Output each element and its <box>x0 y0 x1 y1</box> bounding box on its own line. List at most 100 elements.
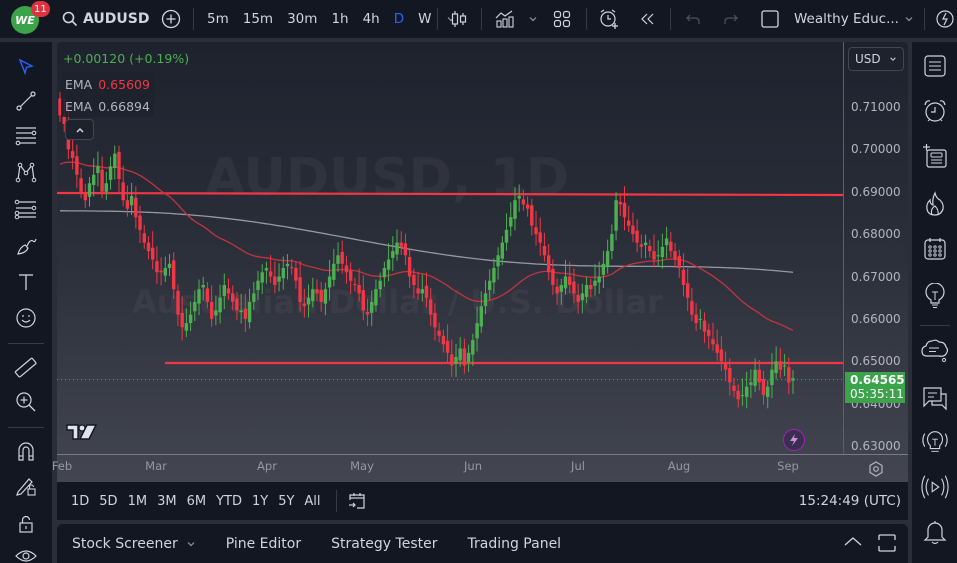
price-tick: 0.67000 <box>851 270 901 284</box>
range-5y[interactable]: 5Y <box>278 493 295 509</box>
chevron-down-icon <box>529 17 537 22</box>
range-1d[interactable]: 1D <box>71 493 90 509</box>
indicators-button[interactable] <box>493 0 517 38</box>
range-all[interactable]: All <box>304 493 321 509</box>
logo-text: WE <box>15 13 35 27</box>
search-icon <box>62 11 78 27</box>
interval-1h[interactable]: 1h <box>331 11 349 27</box>
cursor-tool[interactable] <box>14 55 38 79</box>
interval-30m[interactable]: 30m <box>287 11 318 27</box>
ema-slow-value: 0.66894 <box>98 98 150 114</box>
layout-name-button[interactable]: Wealthy Educ... <box>794 0 899 38</box>
bar-countdown: 05:35:11 <box>850 387 904 401</box>
bottom-panel-tabs: Stock Screener Pine Editor Strategy Test… <box>57 524 908 563</box>
pattern-tool[interactable] <box>14 160 38 184</box>
go-to-date-button[interactable] <box>347 491 367 511</box>
object-tree-button[interactable] <box>921 142 949 170</box>
collapse-legend-button[interactable] <box>65 119 94 140</box>
price-tick: 0.66000 <box>851 312 901 326</box>
zoom-in-tool[interactable] <box>14 390 38 414</box>
divider <box>924 8 925 30</box>
maximize-icon <box>878 534 896 552</box>
measure-tool[interactable] <box>14 356 38 380</box>
lock-drawings-button[interactable] <box>14 474 38 498</box>
divider <box>193 8 194 30</box>
trend-line-tool[interactable] <box>14 89 38 113</box>
emoji-tool[interactable] <box>14 306 38 330</box>
magnet-mode-button[interactable] <box>14 439 38 463</box>
ema-fast-legend[interactable]: EMA 0.65609 <box>61 73 154 95</box>
range-6m[interactable]: 6M <box>186 493 207 509</box>
range-1m[interactable]: 1M <box>127 493 148 509</box>
create-alert-button[interactable] <box>597 0 621 38</box>
interval-1d[interactable]: D <box>393 11 405 27</box>
time-axis[interactable] <box>57 454 908 482</box>
watchlist-button[interactable] <box>921 52 949 80</box>
hotlists-button[interactable] <box>921 190 949 218</box>
maximize-panel-button[interactable] <box>877 533 897 553</box>
ema-slow-legend[interactable]: EMA 0.66894 <box>61 95 154 117</box>
expand-panel-button[interactable] <box>843 534 863 548</box>
tab-stock-screener[interactable]: Stock Screener <box>57 536 211 552</box>
notifications-button[interactable] <box>921 518 949 546</box>
brush-icon <box>17 238 37 255</box>
quick-search-button[interactable] <box>932 0 957 38</box>
text-tool[interactable] <box>14 270 38 294</box>
bar-replay-button[interactable] <box>637 0 659 38</box>
live-play-icon <box>921 475 949 499</box>
range-5d[interactable]: 5D <box>99 493 118 509</box>
chart-pane[interactable] <box>57 42 908 482</box>
time-label: Jul <box>571 459 585 473</box>
horizontal-lines-tool[interactable] <box>14 124 38 148</box>
time-label: Feb <box>51 459 73 473</box>
ruler-icon <box>14 357 37 378</box>
lock-all-button[interactable] <box>14 512 38 536</box>
live-button[interactable] <box>921 473 949 501</box>
quick-actions-button[interactable] <box>783 429 805 451</box>
indicators-dropdown[interactable] <box>527 0 539 38</box>
tab-pine-editor[interactable]: Pine Editor <box>225 535 302 552</box>
tab-trading-panel[interactable]: Trading Panel <box>467 535 562 552</box>
interval-5m[interactable]: 5m <box>207 11 229 27</box>
range-ytd[interactable]: YTD <box>216 493 242 509</box>
alerts-button[interactable] <box>921 97 949 125</box>
layout-sync-checkbox[interactable] <box>760 0 780 38</box>
replay-icon <box>641 13 654 25</box>
alarm-clock-icon <box>924 100 946 122</box>
layout-menu-dropdown[interactable] <box>902 0 916 38</box>
currency-selector[interactable]: USD <box>848 47 904 71</box>
streams-button[interactable] <box>921 428 949 456</box>
compare-symbol-button[interactable] <box>160 0 182 38</box>
price-tick: 0.71000 <box>851 100 901 114</box>
divider <box>586 8 587 30</box>
layouts-button[interactable] <box>551 0 573 38</box>
tab-strategy-tester[interactable]: Strategy Tester <box>331 535 438 552</box>
lightning-icon <box>790 434 798 446</box>
candles-icon <box>451 11 467 27</box>
undo-button[interactable] <box>683 0 703 38</box>
interval-15m[interactable]: 15m <box>242 11 274 27</box>
fib-retracement-tool[interactable] <box>14 197 38 221</box>
price-axis[interactable] <box>843 42 908 454</box>
messages-icon <box>923 387 947 411</box>
chats-button[interactable] <box>921 384 949 412</box>
brush-tool[interactable] <box>14 234 38 258</box>
interval-4h[interactable]: 4h <box>362 11 380 27</box>
interval-1w[interactable]: W <box>418 11 432 27</box>
chevron-up-icon <box>844 537 862 546</box>
hide-drawings-button[interactable] <box>14 544 38 563</box>
chart-type-button[interactable] <box>448 0 470 38</box>
range-1y[interactable]: 1Y <box>251 493 269 509</box>
minds-button[interactable] <box>921 337 949 365</box>
range-3m[interactable]: 3M <box>157 493 177 509</box>
ideas-button[interactable] <box>921 282 949 310</box>
redo-button[interactable] <box>721 0 741 38</box>
symbol-search[interactable]: AUDUSD <box>62 0 149 38</box>
calendar-button[interactable] <box>921 235 949 263</box>
fib-icon <box>14 199 37 220</box>
price-tick: 0.69000 <box>851 185 901 199</box>
lock-drawing-icon <box>16 478 36 496</box>
tradingview-logo[interactable] <box>66 423 98 441</box>
utc-clock[interactable]: 15:24:49 (UTC) <box>798 493 901 509</box>
